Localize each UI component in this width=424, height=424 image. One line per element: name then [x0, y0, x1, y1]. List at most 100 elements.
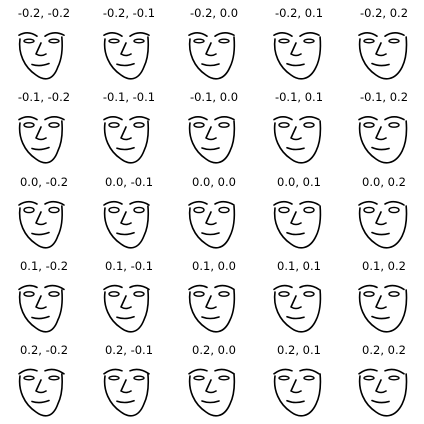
- face-r1-c2-right-brow: [214, 116, 235, 121]
- face-r0-c3-left-eye: [278, 38, 290, 44]
- face-r1-c4: -0.1, 0.2: [358, 90, 408, 164]
- face-r0-c3-nose: [290, 42, 302, 57]
- face-r3-c3-mouth: [286, 315, 305, 320]
- face-r3-c0-left-brow: [18, 284, 38, 291]
- face-r0-c4-left-brow: [358, 32, 378, 37]
- face-r1-c3-right-brow: [299, 116, 320, 121]
- face-r0-c3-outline: [273, 36, 322, 80]
- face-r1-c1-left-brow: [103, 116, 123, 121]
- face-r3-c2: 0.1, 0.0: [188, 259, 236, 333]
- face-r4-c3-left-eye: [278, 375, 290, 381]
- face-r2-c4-nose: [375, 211, 387, 226]
- face-r0-c2-label: -0.2, 0.0: [190, 6, 238, 20]
- face-r1-c2-nose: [205, 126, 217, 141]
- face-r1-c1-right-eye: [133, 122, 145, 128]
- face-r1-c1: -0.1, -0.1: [103, 90, 155, 164]
- face-r4-c0-left-brow: [18, 368, 38, 375]
- face-r3-c4-outline: [358, 289, 408, 333]
- face-r1-c0-outline: [18, 120, 63, 164]
- face-r4-c4-outline: [358, 373, 408, 417]
- face-r3-c1-right-brow: [129, 284, 150, 291]
- face-r0-c4-mouth: [371, 62, 390, 67]
- face-r4-c3-nose: [290, 379, 302, 394]
- face-r2-c2-mouth: [201, 232, 220, 236]
- face-r4-c2-right-eye: [218, 375, 230, 381]
- face-r0-c2-outline: [188, 36, 236, 80]
- face-r1-c1-left-eye: [108, 122, 120, 128]
- face-r2-c4-mouth: [371, 231, 390, 236]
- face-r4-c4-label: 0.2, 0.2: [362, 343, 406, 357]
- face-r1-c4-right-eye: [388, 122, 400, 128]
- face-r4-c2-mouth: [201, 400, 220, 404]
- face-r1-c0-nose: [35, 126, 47, 141]
- face-r2-c3: 0.0, 0.1: [273, 175, 322, 249]
- face-r4-c0-mouth: [31, 399, 50, 404]
- face-r1-c0-label: -0.1, -0.2: [18, 90, 70, 104]
- face-r2-c4: 0.0, 0.2: [358, 175, 408, 249]
- face-r1-c2-outline: [188, 120, 236, 164]
- face-r3-c0-outline: [18, 289, 63, 333]
- face-r3-c3-left-eye: [278, 291, 290, 297]
- face-r0-c1-right-brow: [129, 32, 150, 37]
- face-r4-c2: 0.2, 0.0: [188, 343, 236, 417]
- face-r3-c4-left-brow: [358, 284, 378, 291]
- face-r1-c0-left-eye: [23, 122, 35, 128]
- face-r2-c0-nose: [35, 211, 47, 226]
- face-r2-c2-left-eye: [193, 206, 205, 214]
- face-r0-c0-nose: [35, 42, 47, 57]
- face-r1-c4-nose: [375, 126, 387, 141]
- face-r4-c0-label: 0.2, -0.2: [20, 343, 68, 357]
- face-r0-c2-nose: [205, 42, 217, 57]
- face-r0-c2-mouth: [201, 63, 220, 67]
- face-r1-c0-right-eye: [48, 122, 60, 128]
- face-r4-c3-right-brow: [299, 368, 320, 375]
- face-r0-c4-outline: [358, 36, 408, 80]
- face-r3-c2-label: 0.1, 0.0: [192, 259, 236, 273]
- face-r4-c1-nose: [120, 379, 132, 394]
- face-r1-c3-mouth: [286, 146, 305, 151]
- face-r4-c4-right-eye: [388, 375, 400, 381]
- face-r4-c4-mouth: [371, 399, 390, 404]
- face-r4-c3: 0.2, 0.1: [273, 343, 322, 417]
- face-r2-c2-left-brow: [188, 200, 208, 206]
- face-r3-c1-right-eye: [133, 291, 145, 297]
- face-r2-c1-right-brow: [129, 200, 150, 206]
- face-r1-c0-mouth: [31, 146, 50, 151]
- face-r0-c3-label: -0.2, 0.1: [275, 6, 323, 20]
- face-r0-c1-mouth: [116, 62, 135, 67]
- face-r1-c4-outline: [358, 120, 408, 164]
- face-r4-c3-mouth: [286, 399, 305, 404]
- face-r2-c0-label: 0.0, -0.2: [20, 175, 68, 189]
- face-r1-c4-label: -0.1, 0.2: [360, 90, 408, 104]
- face-r1-c0: -0.1, -0.2: [18, 90, 70, 164]
- face-r3-c2-left-eye: [193, 291, 205, 297]
- face-r4-c1-label: 0.2, -0.1: [105, 343, 153, 357]
- face-r0-c2-right-brow: [214, 32, 235, 37]
- face-r2-c0-left-eye: [23, 206, 35, 214]
- face-r4-c2-label: 0.2, 0.0: [192, 343, 236, 357]
- face-r2-c3-left-eye: [278, 206, 290, 214]
- face-r0-c1-label: -0.2, -0.1: [103, 6, 155, 20]
- face-r1-c3-nose: [290, 126, 302, 141]
- face-r0-c2-left-eye: [193, 38, 205, 44]
- face-r1-c2: -0.1, 0.0: [188, 90, 238, 164]
- face-r4-c2-right-brow: [214, 368, 235, 375]
- face-r0-c4-nose: [375, 42, 387, 57]
- face-r2-c0-mouth: [31, 231, 50, 236]
- face-r4-c1-left-brow: [103, 368, 123, 375]
- face-r1-c2-left-brow: [188, 116, 208, 121]
- face-r3-c4-mouth: [371, 315, 390, 320]
- face-r0-c3-right-brow: [299, 32, 320, 37]
- face-r3-c0-label: 0.1, -0.2: [20, 259, 68, 273]
- face-r4-c2-outline: [188, 373, 236, 417]
- face-r4-c4: 0.2, 0.2: [358, 343, 408, 417]
- face-r4-c0-outline: [18, 373, 63, 417]
- face-r0-c3-left-brow: [273, 32, 293, 37]
- face-r3-c3: 0.1, 0.1: [273, 259, 322, 333]
- face-r4-c0-right-eye: [48, 375, 60, 381]
- face-r3-c1: 0.1, -0.1: [103, 259, 153, 333]
- face-r3-c1-outline: [103, 289, 150, 333]
- face-r0-c4: -0.2, 0.2: [358, 6, 408, 80]
- face-r2-c1-left-brow: [103, 200, 123, 206]
- face-r1-c4-left-brow: [358, 116, 378, 121]
